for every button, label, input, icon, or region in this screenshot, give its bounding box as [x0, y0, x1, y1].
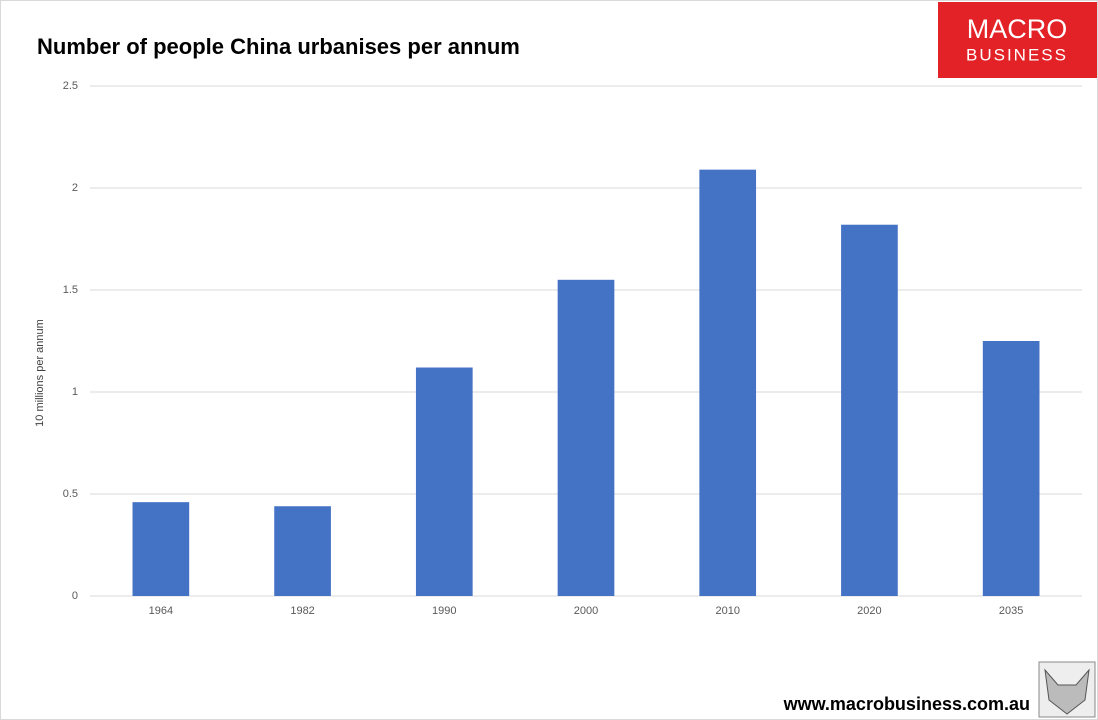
bar: [557, 279, 615, 596]
bar: [982, 341, 1040, 596]
x-tick-label: 2035: [999, 605, 1023, 617]
x-tick-label: 2020: [857, 605, 881, 617]
y-tick-label: 2.5: [63, 80, 78, 92]
x-tick-label: 2000: [574, 605, 598, 617]
fox-icon: [1038, 661, 1096, 718]
x-tick-label: 1964: [149, 605, 173, 617]
y-tick-label: 1: [72, 386, 78, 398]
footer-url: www.macrobusiness.com.au: [783, 694, 1030, 714]
y-tick-label: 1.5: [63, 284, 78, 296]
logo-box: [938, 2, 1097, 78]
bar: [699, 169, 757, 596]
logo-text: BUSINESS: [966, 45, 1068, 64]
bar: [132, 502, 190, 596]
y-tick-label: 0: [72, 590, 78, 602]
y-tick-label: 2: [72, 182, 78, 194]
logo: MACRO BUSINESS: [938, 2, 1097, 78]
bar: [415, 367, 473, 596]
x-tick-label: 1990: [432, 605, 456, 617]
chart-title: Number of people China urbanises per ann…: [37, 34, 520, 59]
y-tick-label: 0.5: [63, 488, 78, 500]
bar: [274, 506, 331, 596]
x-tick-label: 2010: [715, 605, 739, 617]
logo-text: MACRO: [967, 14, 1068, 44]
x-tick-label: 1982: [290, 605, 314, 617]
bar: [841, 224, 898, 596]
icon-fox: [1044, 668, 1090, 715]
y-axis-label: 10 millions per annum: [34, 319, 46, 427]
